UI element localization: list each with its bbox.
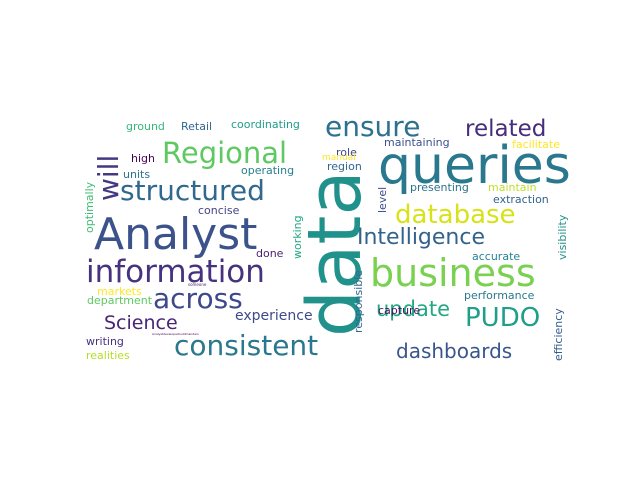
word-realities: realities — [86, 349, 130, 362]
word-science: Science — [104, 312, 178, 334]
word-role: role — [336, 146, 357, 159]
word-markets: markets — [97, 285, 142, 298]
word-performance: performance — [464, 289, 535, 302]
word-database: database — [395, 200, 516, 230]
word-capture: capture — [378, 304, 421, 317]
word-done: done — [256, 247, 284, 260]
word-efficiency: efficiency — [552, 308, 565, 361]
word-level: level — [376, 186, 389, 213]
word-writing: writing — [86, 335, 124, 348]
word-dashboards: dashboards — [396, 339, 513, 363]
word-queries: queries — [378, 136, 571, 196]
word-experience: experience — [235, 308, 313, 324]
word-retail: Retail — [181, 120, 213, 133]
word-across: across — [153, 282, 243, 315]
word-facilitate: facilitate — [512, 138, 560, 151]
word-structured: structured — [120, 174, 265, 207]
word-concise: concise — [198, 204, 240, 217]
word-business: business — [370, 251, 536, 295]
word-maintain: maintain — [488, 181, 537, 194]
word-visibility: visibility — [556, 214, 569, 260]
word-related: related — [465, 116, 547, 142]
word-update: update — [376, 297, 450, 321]
word-pudo: PUDO — [465, 303, 541, 333]
word-someone: someone — [188, 282, 207, 287]
word-high: high — [131, 152, 155, 165]
word-analyst: Analyst — [94, 209, 258, 260]
word-optimally: optimally — [83, 181, 96, 233]
word-accurate: accurate — [472, 250, 521, 263]
word-region: region — [327, 160, 362, 173]
word-responsible: responsible — [352, 269, 365, 333]
word-intelligence: Intelligence — [357, 225, 486, 250]
word-coordinating: coordinating — [231, 118, 300, 131]
word-manual: manual — [322, 153, 356, 163]
word-working: working — [291, 215, 304, 259]
word-maintaining: maintaining — [384, 136, 450, 149]
word-extraction: extraction — [493, 193, 549, 206]
word-regional: Regional — [162, 136, 288, 170]
word-analystdeveloperbuildmaintain: Analystdeveloperbuildmaintain — [152, 332, 199, 336]
word-ground: ground — [126, 120, 165, 133]
word-ensure: ensure — [325, 110, 421, 143]
word-presenting: presenting — [410, 181, 469, 194]
word-units: units — [123, 168, 151, 181]
word-will: will — [92, 154, 125, 201]
word-department: department — [87, 294, 153, 307]
word-information: information — [86, 254, 265, 290]
word-operating: operating — [241, 164, 295, 177]
word-consistent: consistent — [174, 329, 319, 362]
